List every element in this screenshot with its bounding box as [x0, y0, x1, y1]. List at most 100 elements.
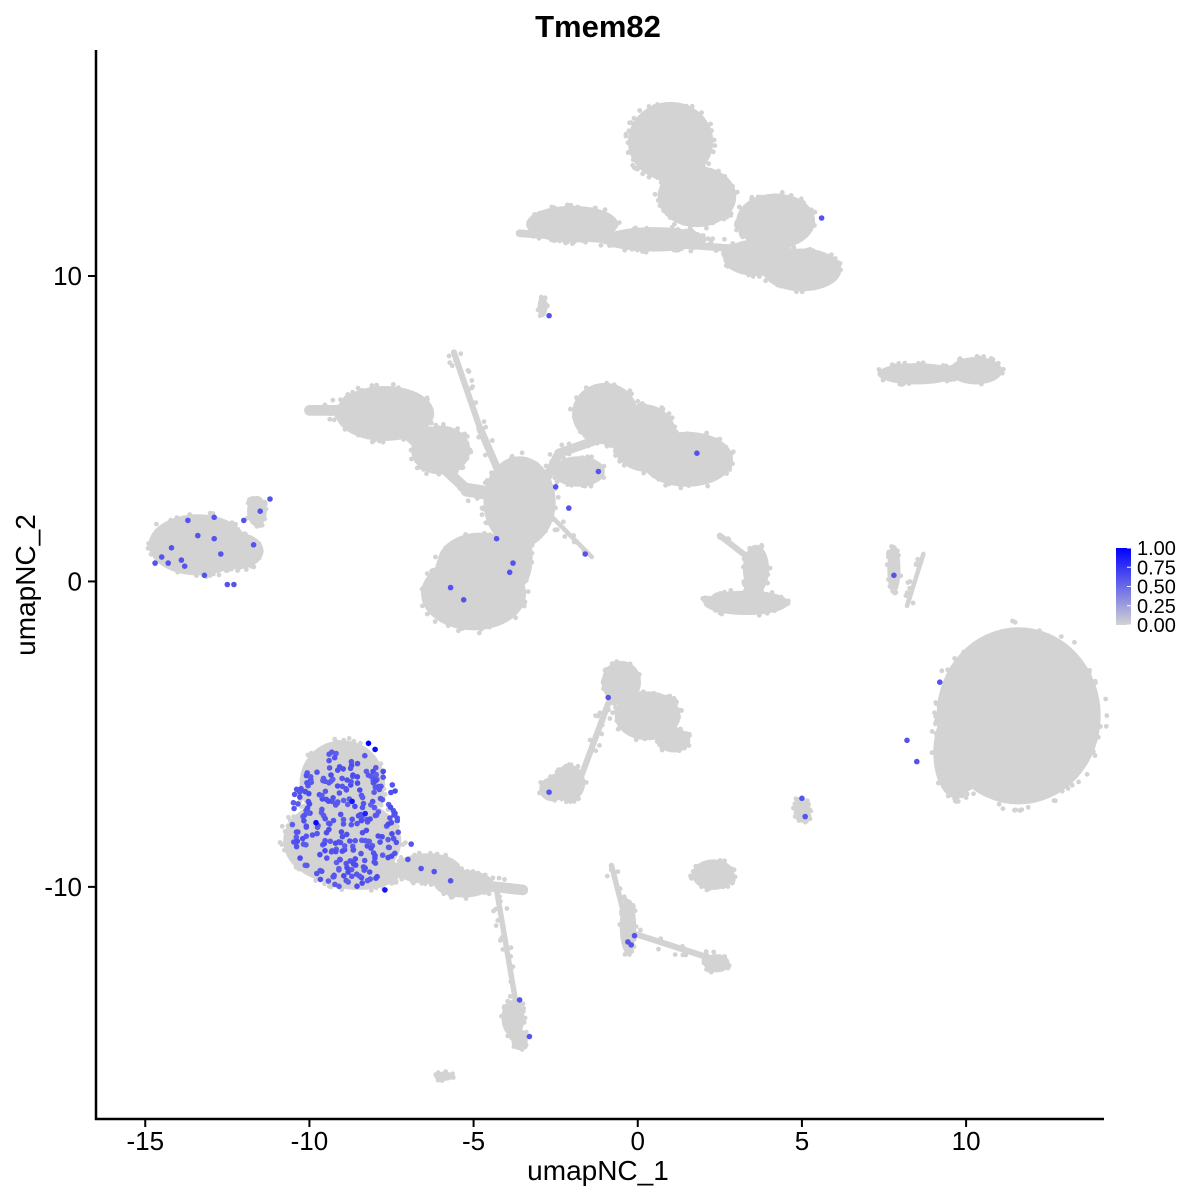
cell-point	[889, 544, 894, 549]
cell-point	[575, 204, 580, 210]
cell-point	[1072, 767, 1077, 773]
cell-point	[641, 457, 647, 463]
cell-point	[282, 829, 288, 834]
cell-cluster	[552, 456, 605, 487]
expressing-cell-point	[408, 841, 415, 847]
cell-point	[629, 391, 634, 397]
cell-point	[620, 896, 626, 901]
expressing-cell-point	[304, 770, 311, 776]
cell-point	[731, 867, 737, 873]
cell-point	[317, 409, 323, 415]
cell-trail	[608, 862, 634, 945]
cell-point	[628, 120, 634, 126]
cell-point	[629, 246, 635, 252]
cell-point	[455, 426, 460, 431]
cell-point	[461, 431, 466, 437]
cell-point	[470, 553, 476, 558]
cell-point	[1092, 753, 1098, 758]
cell-point	[1096, 734, 1101, 740]
cell-point	[311, 406, 316, 411]
expressing-cell-point	[294, 838, 301, 845]
cell-point	[640, 171, 645, 177]
expressing-cell-point	[352, 837, 359, 844]
cell-point	[706, 886, 712, 892]
expressing-cell-point	[354, 820, 360, 827]
cell-point	[329, 857, 334, 863]
cell-point	[737, 217, 743, 223]
cell-cluster	[601, 660, 642, 704]
cell-point	[635, 166, 640, 172]
cell-cluster	[933, 706, 980, 799]
cell-point	[350, 389, 355, 395]
expressing-cell-point	[165, 560, 171, 566]
cell-point	[293, 864, 299, 870]
cell-point	[627, 952, 632, 957]
expressing-cell-point	[365, 772, 372, 778]
cell-point	[675, 227, 681, 232]
cell-cluster	[247, 495, 267, 527]
cell-point	[960, 791, 966, 796]
cell-point	[702, 595, 708, 601]
cell-point	[562, 226, 568, 232]
cell-point	[312, 804, 318, 810]
expressing-cell-point	[303, 824, 310, 830]
expressing-cell-point	[333, 848, 339, 855]
cell-point	[509, 455, 514, 461]
cell-point	[572, 411, 578, 417]
plot-area	[145, 101, 1110, 1083]
expressing-cell-point	[339, 783, 346, 790]
cell-point	[603, 232, 609, 238]
cell-point	[207, 548, 213, 554]
cell-point	[783, 251, 789, 257]
cell-point	[717, 535, 723, 540]
expressing-cell-point	[387, 804, 394, 810]
cell-point	[701, 960, 707, 966]
legend-label: 0.75	[1137, 557, 1176, 579]
cell-point	[670, 173, 676, 178]
cell-point	[519, 584, 525, 590]
cell-point	[558, 778, 563, 784]
cell-point	[613, 705, 618, 710]
cell-point	[743, 588, 748, 594]
expressing-cell-point	[358, 817, 365, 824]
cell-point	[725, 884, 731, 889]
cell-point	[769, 590, 775, 595]
expressing-cell-point	[317, 876, 324, 883]
cell-point	[1025, 804, 1031, 810]
cell-point	[465, 498, 471, 504]
cell-point	[722, 174, 728, 179]
expressing-cell-point	[526, 1033, 533, 1040]
cell-point	[145, 545, 151, 551]
cell-point	[906, 381, 912, 386]
cell-point	[362, 747, 368, 752]
cell-point	[563, 799, 569, 805]
expressing-cell-point	[331, 873, 337, 880]
cell-point	[533, 488, 538, 494]
cell-point	[502, 877, 507, 882]
y-tick-label: -10	[44, 872, 82, 902]
cell-point	[542, 295, 548, 301]
cell-point	[708, 121, 713, 127]
cell-point	[601, 686, 606, 692]
expressing-cell-point	[334, 767, 341, 773]
cell-point	[285, 844, 291, 850]
cell-point	[457, 867, 463, 873]
cell-point	[636, 672, 642, 677]
cell-point	[628, 231, 634, 237]
cell-point	[568, 406, 573, 412]
cell-point	[664, 211, 670, 216]
cell-point	[945, 667, 951, 673]
cell-point	[493, 906, 499, 912]
expressing-cell-point	[366, 869, 373, 875]
cell-point	[763, 278, 768, 284]
x-tick-label: -15	[126, 1126, 164, 1156]
cell-point	[352, 793, 358, 799]
cell-point	[378, 761, 384, 767]
expressing-cell-point	[336, 883, 342, 890]
cell-point	[464, 868, 470, 874]
cell-point	[689, 228, 694, 234]
cell-point	[554, 769, 560, 775]
expressing-cell-point	[937, 679, 943, 685]
cell-point	[154, 528, 160, 534]
cell-point	[812, 209, 818, 215]
